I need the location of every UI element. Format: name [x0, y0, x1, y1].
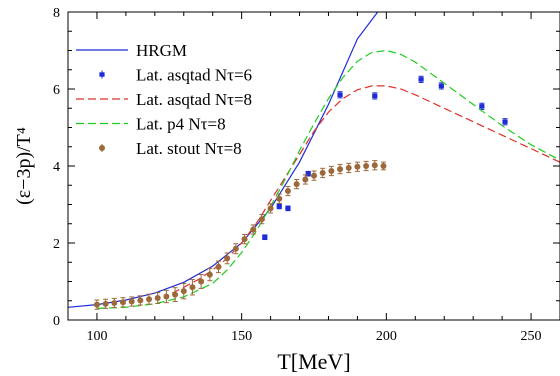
data-point [305, 171, 311, 176]
data-point [311, 172, 317, 179]
data-point [380, 163, 387, 169]
data-point [224, 255, 231, 262]
data-point [319, 169, 326, 176]
data-point [267, 205, 274, 212]
x-axis-label: T[MeV] [277, 349, 350, 374]
data-point [163, 293, 170, 300]
data-point [128, 298, 135, 305]
data-point [258, 216, 265, 223]
y-tick-label: 4 [53, 160, 60, 175]
y-tick-label: 2 [53, 237, 60, 252]
data-point [502, 119, 508, 124]
data-point [180, 288, 187, 295]
data-point [189, 284, 196, 291]
data-point [371, 162, 378, 169]
data-point [284, 188, 291, 195]
y-tick-label: 8 [53, 6, 60, 21]
data-point [479, 104, 485, 109]
x-tick-label: 150 [231, 329, 252, 344]
data-point [146, 296, 153, 303]
series-layer [68, 12, 560, 310]
data-point [119, 299, 126, 306]
data-point [172, 291, 179, 298]
x-tick-label: 100 [86, 329, 107, 344]
y-tick-label: 0 [53, 314, 60, 329]
data-point [438, 83, 444, 89]
data-point [345, 164, 352, 171]
data-point [337, 166, 344, 173]
data-point [372, 93, 378, 99]
ticks-layer: 100 150 200 250 0 2 4 6 8 [53, 6, 560, 344]
data-point [354, 163, 361, 170]
legend-marker [99, 72, 105, 77]
series-line-3 [96, 49, 560, 309]
y-axis-label: (ε−3p)/T⁴ [13, 127, 35, 205]
data-point [206, 271, 213, 278]
data-point [262, 235, 268, 240]
data-point [215, 263, 222, 270]
data-point [137, 297, 144, 304]
data-point [154, 295, 161, 302]
data-point [241, 236, 248, 243]
data-point [111, 300, 118, 307]
data-point [285, 206, 291, 211]
legend-marker [99, 145, 105, 151]
data-point [418, 77, 424, 82]
y-tick-label: 6 [53, 83, 60, 98]
data-point [337, 92, 343, 97]
data-point [93, 301, 100, 308]
series-line-2 [171, 85, 560, 294]
data-point [328, 168, 335, 175]
plot-background [68, 12, 560, 320]
legend-label: Lat. asqtad Nτ=6 [136, 66, 252, 85]
legend-label: Lat. stout Nτ=8 [136, 139, 242, 158]
data-point [363, 163, 370, 169]
legend-label: Lat. p4 Nτ=8 [136, 115, 226, 134]
x-tick-label: 250 [521, 329, 542, 344]
data-point [302, 176, 309, 183]
data-point [198, 278, 205, 285]
data-point [276, 195, 283, 202]
data-point [102, 300, 109, 307]
data-point [250, 226, 257, 233]
legend: HRGM Lat. asqtad Nτ=6 Lat. asqtad Nτ=8 Lat.… [76, 41, 252, 158]
legend-label: Lat. asqtad Nτ=8 [136, 90, 252, 109]
data-point [293, 181, 300, 188]
data-point [276, 204, 282, 209]
x-tick-label: 200 [376, 329, 397, 344]
legend-label: HRGM [136, 41, 187, 60]
data-point [232, 245, 239, 252]
